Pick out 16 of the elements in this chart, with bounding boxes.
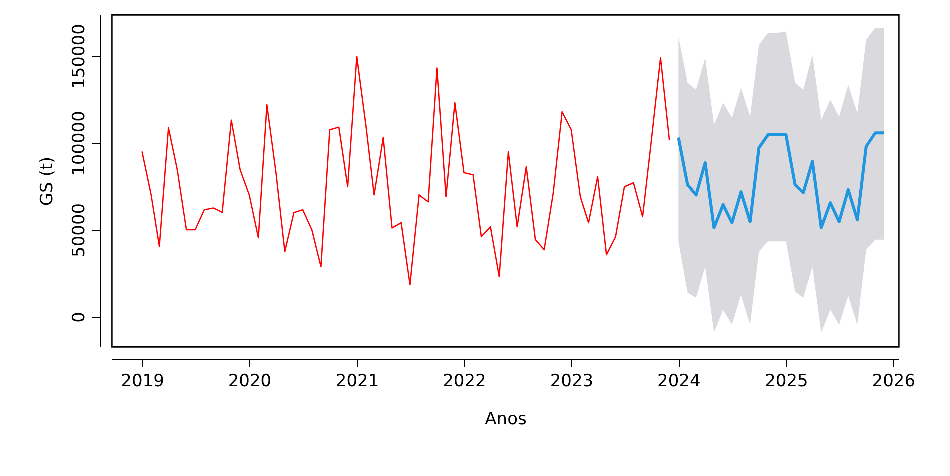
x-tick-label: 2026 — [872, 372, 916, 392]
x-tick-label: 2019 — [121, 372, 164, 392]
x-tick-label: 2023 — [550, 372, 594, 392]
x-tick-label: 2021 — [336, 372, 380, 392]
y-tick-label: 50000 — [70, 203, 90, 258]
y-axis-title: GS (t) — [38, 156, 58, 206]
x-tick-label: 2020 — [228, 372, 272, 392]
x-tick-label: 2022 — [443, 372, 486, 392]
line-series — [142, 56, 670, 286]
x-axis-title: Anos — [485, 410, 527, 430]
x-tick-label: 2025 — [765, 372, 808, 392]
y-tick-label: 150000 — [70, 24, 90, 89]
x-tick-label: 2024 — [658, 372, 701, 392]
y-tick-label: 100000 — [70, 111, 90, 176]
y-tick-label: 0 — [70, 312, 90, 323]
line-series — [677, 132, 886, 230]
